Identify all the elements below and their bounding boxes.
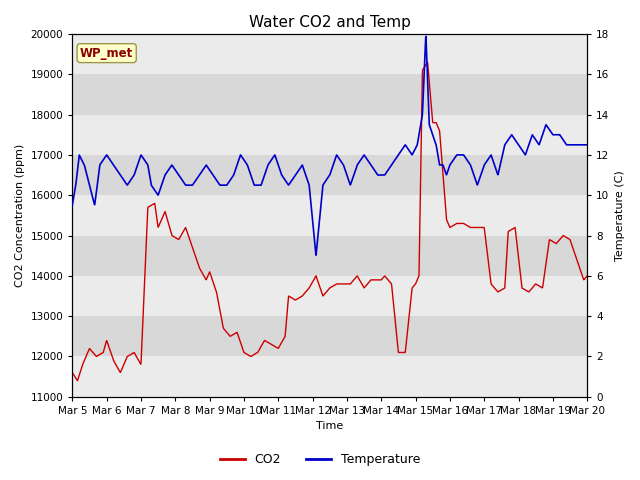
Bar xyxy=(72,236,587,276)
X-axis label: Time: Time xyxy=(316,421,344,432)
Bar xyxy=(72,316,587,357)
Y-axis label: Temperature (C): Temperature (C) xyxy=(615,170,625,261)
Y-axis label: CO2 Concentration (ppm): CO2 Concentration (ppm) xyxy=(15,144,25,287)
Legend: CO2, Temperature: CO2, Temperature xyxy=(214,448,426,471)
Text: WP_met: WP_met xyxy=(80,47,133,60)
Title: Water CO2 and Temp: Water CO2 and Temp xyxy=(249,15,411,30)
Bar xyxy=(72,155,587,195)
Bar xyxy=(72,74,587,115)
